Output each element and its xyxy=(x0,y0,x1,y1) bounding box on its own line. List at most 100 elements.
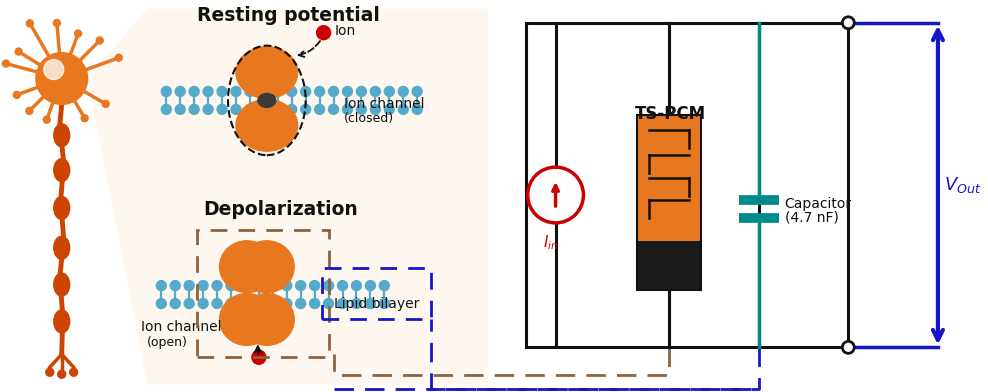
Circle shape xyxy=(295,299,305,309)
Circle shape xyxy=(343,104,353,114)
Circle shape xyxy=(287,87,296,96)
Ellipse shape xyxy=(219,241,275,292)
Ellipse shape xyxy=(219,294,275,345)
Circle shape xyxy=(379,299,389,309)
Circle shape xyxy=(309,299,319,309)
Ellipse shape xyxy=(53,124,70,147)
Text: $I_{in}$: $I_{in}$ xyxy=(542,234,558,252)
Circle shape xyxy=(412,87,422,96)
Ellipse shape xyxy=(239,294,294,345)
Circle shape xyxy=(259,87,269,96)
Circle shape xyxy=(43,116,50,123)
Circle shape xyxy=(384,104,394,114)
Text: Lipid bilayer: Lipid bilayer xyxy=(334,297,419,310)
Text: (open): (open) xyxy=(147,336,189,349)
Circle shape xyxy=(252,350,266,364)
Circle shape xyxy=(259,104,269,114)
Circle shape xyxy=(26,107,33,114)
Circle shape xyxy=(81,115,88,122)
Circle shape xyxy=(254,299,264,309)
Text: Ion: Ion xyxy=(335,24,356,38)
Circle shape xyxy=(217,104,227,114)
Circle shape xyxy=(366,281,375,290)
Bar xyxy=(198,230,329,357)
Circle shape xyxy=(843,17,855,29)
Circle shape xyxy=(175,104,185,114)
Circle shape xyxy=(384,87,394,96)
Circle shape xyxy=(184,281,195,290)
Text: $V_{Out}$: $V_{Out}$ xyxy=(944,175,981,195)
Bar xyxy=(637,115,700,241)
Circle shape xyxy=(357,104,367,114)
Circle shape xyxy=(116,54,123,61)
Circle shape xyxy=(287,104,296,114)
Text: Ion channel: Ion channel xyxy=(344,97,424,111)
Circle shape xyxy=(15,48,22,55)
Circle shape xyxy=(343,87,353,96)
Circle shape xyxy=(240,281,250,290)
Circle shape xyxy=(273,87,283,96)
Circle shape xyxy=(36,53,88,104)
Circle shape xyxy=(156,281,166,290)
Circle shape xyxy=(13,91,21,98)
Ellipse shape xyxy=(236,100,297,151)
Circle shape xyxy=(352,299,362,309)
Ellipse shape xyxy=(258,93,276,107)
Circle shape xyxy=(412,104,422,114)
Circle shape xyxy=(74,30,82,37)
Circle shape xyxy=(273,104,283,114)
Circle shape xyxy=(189,87,200,96)
Text: (closed): (closed) xyxy=(344,112,393,125)
Ellipse shape xyxy=(239,241,294,292)
Circle shape xyxy=(843,341,855,353)
Circle shape xyxy=(282,299,291,309)
Circle shape xyxy=(184,299,195,309)
Circle shape xyxy=(268,281,278,290)
Text: Capacitor: Capacitor xyxy=(784,197,852,211)
Circle shape xyxy=(231,87,241,96)
Circle shape xyxy=(170,299,180,309)
Circle shape xyxy=(324,299,334,309)
Circle shape xyxy=(338,281,348,290)
Circle shape xyxy=(57,370,66,378)
Circle shape xyxy=(27,20,34,27)
Circle shape xyxy=(217,87,227,96)
Circle shape xyxy=(357,87,367,96)
Ellipse shape xyxy=(53,273,70,296)
Circle shape xyxy=(282,281,291,290)
Circle shape xyxy=(268,299,278,309)
Bar xyxy=(526,23,849,347)
Circle shape xyxy=(245,104,255,114)
Circle shape xyxy=(45,368,53,376)
Circle shape xyxy=(316,26,331,40)
Text: Ion channel: Ion channel xyxy=(141,320,222,334)
Circle shape xyxy=(324,281,334,290)
Circle shape xyxy=(102,100,110,107)
Polygon shape xyxy=(88,9,488,384)
Circle shape xyxy=(53,20,60,26)
Text: TS-PCM: TS-PCM xyxy=(635,105,706,123)
Circle shape xyxy=(175,87,185,96)
Circle shape xyxy=(398,87,408,96)
Circle shape xyxy=(161,104,171,114)
Circle shape xyxy=(43,60,63,80)
Circle shape xyxy=(366,299,375,309)
Ellipse shape xyxy=(236,47,297,98)
Circle shape xyxy=(329,104,339,114)
Circle shape xyxy=(352,281,362,290)
Circle shape xyxy=(338,299,348,309)
Circle shape xyxy=(314,104,325,114)
Circle shape xyxy=(370,104,380,114)
Ellipse shape xyxy=(53,159,70,181)
Ellipse shape xyxy=(53,236,70,259)
Circle shape xyxy=(70,368,78,376)
Circle shape xyxy=(300,87,310,96)
Circle shape xyxy=(156,299,166,309)
Circle shape xyxy=(231,104,241,114)
Circle shape xyxy=(2,60,10,67)
Bar xyxy=(322,268,431,319)
Circle shape xyxy=(226,299,236,309)
Circle shape xyxy=(240,299,250,309)
Circle shape xyxy=(204,104,213,114)
Circle shape xyxy=(170,281,180,290)
